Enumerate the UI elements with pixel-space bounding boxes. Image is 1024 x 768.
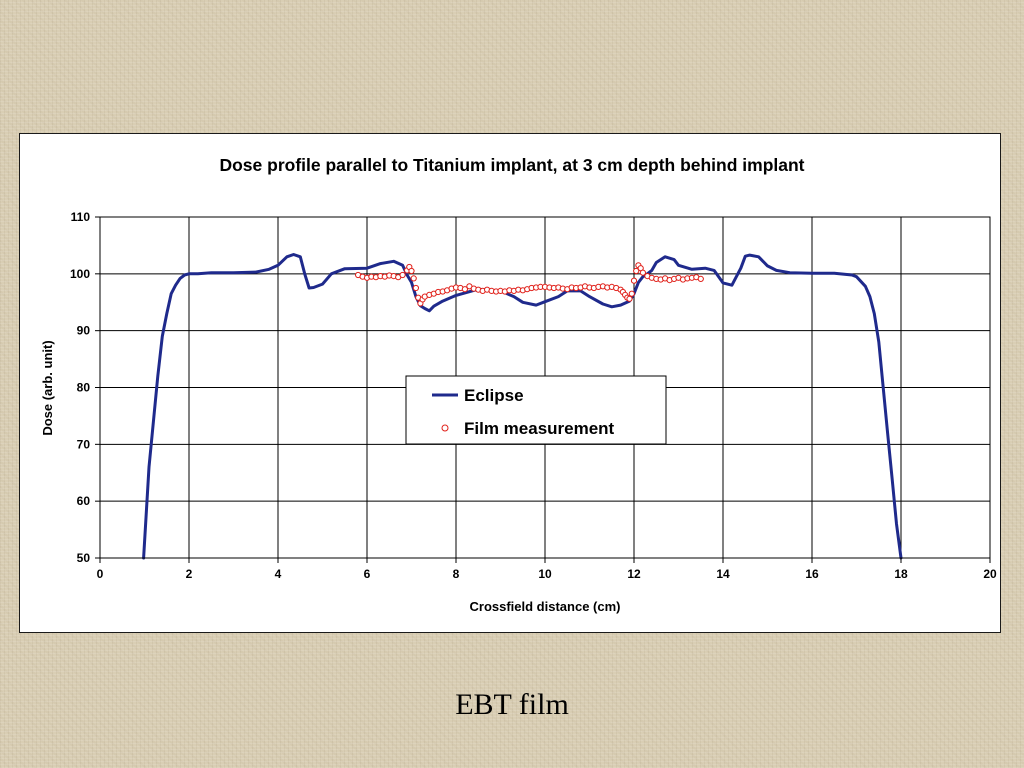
y-axis-label: Dose (arb. unit) [40, 340, 55, 435]
film-measurement-point [639, 269, 647, 276]
chart-title: Dose profile parallel to Titanium implan… [219, 155, 804, 175]
film-measurement-point [626, 295, 633, 302]
dose-profile-chart: Dose profile parallel to Titanium implan… [40, 155, 997, 614]
x-tick-label: 2 [186, 567, 193, 581]
x-tick-label: 18 [894, 567, 908, 581]
x-axis-label: Crossfield distance (cm) [470, 599, 621, 614]
x-tick-label: 10 [538, 567, 552, 581]
y-tick-label: 50 [77, 551, 91, 565]
x-tick-label: 4 [275, 567, 282, 581]
x-tick-label: 16 [805, 567, 819, 581]
x-tick-label: 6 [364, 567, 371, 581]
eclipse-series-line [142, 253, 903, 560]
film-measurement-point [410, 275, 417, 282]
legend-film-label: Film measurement [464, 419, 615, 438]
chart-panel: Dose profile parallel to Titanium implan… [19, 133, 1001, 633]
y-tick-label: 100 [70, 267, 90, 281]
y-tick-label: 60 [77, 494, 91, 508]
film-measurement-point [461, 286, 468, 293]
y-tick-label: 110 [71, 210, 91, 224]
legend-eclipse-label: Eclipse [464, 386, 524, 405]
x-tick-label: 20 [983, 567, 997, 581]
slide-caption: EBT film [455, 688, 569, 721]
y-tick-label: 70 [77, 437, 91, 451]
film-measurement-point [628, 290, 635, 297]
x-tick-label: 8 [453, 567, 460, 581]
legend: Eclipse Film measurement [405, 375, 667, 445]
film-measurement-point [630, 277, 638, 284]
legend-film-swatch [441, 424, 449, 432]
x-tick-label: 14 [716, 567, 730, 581]
film-measurement-point [412, 284, 419, 292]
x-tick-label: 0 [97, 567, 104, 581]
film-measurement-point [697, 275, 704, 282]
film-measurement-point [408, 267, 415, 275]
x-tick-label: 12 [627, 567, 641, 581]
y-tick-label: 90 [77, 324, 91, 338]
legend-box [405, 375, 667, 445]
y-tick-label: 80 [77, 381, 91, 395]
film-measurement-point [399, 271, 406, 279]
film-measurement-point [633, 267, 640, 275]
